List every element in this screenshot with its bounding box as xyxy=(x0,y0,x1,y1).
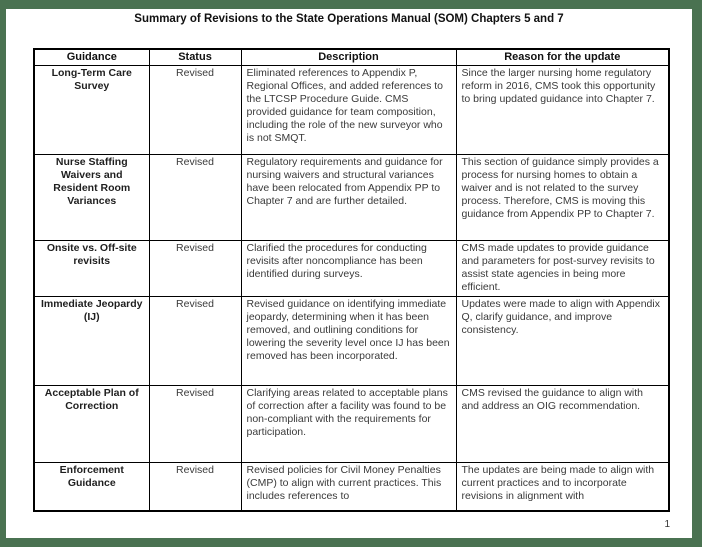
reason-cell: CMS made updates to provide guidance and… xyxy=(455,240,670,297)
reason-cell: Updates were made to align with Appendix… xyxy=(455,296,670,386)
status-cell: Revised xyxy=(148,385,242,463)
guidance-cell: Enforcement Guidance xyxy=(33,462,150,511)
guidance-cell: Onsite vs. Off-site revisits xyxy=(33,240,150,297)
guidance-cell: Immediate Jeopardy (IJ) xyxy=(33,296,150,386)
status-cell: Revised xyxy=(148,154,242,241)
table-row: Enforcement Guidance Revised Revised pol… xyxy=(33,462,670,511)
description-cell: Eliminated references to Appendix P, Reg… xyxy=(240,65,457,155)
revisions-table: Guidance Status Description Reason for t… xyxy=(33,48,670,512)
status-cell: Revised xyxy=(148,65,242,155)
description-cell: Clarifying areas related to acceptable p… xyxy=(240,385,457,463)
description-cell: Regulatory requirements and guidance for… xyxy=(240,154,457,241)
header-guidance: Guidance xyxy=(33,48,150,66)
page-title: Summary of Revisions to the State Operat… xyxy=(134,13,564,25)
table-row: Nurse Staffing Waivers and Resident Room… xyxy=(33,154,670,241)
reason-cell: The updates are being made to align with… xyxy=(455,462,670,511)
status-cell: Revised xyxy=(148,240,242,297)
reason-cell: CMS revised the guidance to align with a… xyxy=(455,385,670,463)
table-row: Long-Term Care Survey Revised Eliminated… xyxy=(33,65,670,155)
status-cell: Revised xyxy=(148,462,242,511)
guidance-cell: Long-Term Care Survey xyxy=(33,65,150,155)
header-reason: Reason for the update xyxy=(455,48,670,66)
page-number: 1 xyxy=(664,519,670,530)
reason-cell: This section of guidance simply provides… xyxy=(455,154,670,241)
status-cell: Revised xyxy=(148,296,242,386)
header-status: Status xyxy=(148,48,242,66)
description-cell: Revised guidance on identifying immediat… xyxy=(240,296,457,386)
table-row: Immediate Jeopardy (IJ) Revised Revised … xyxy=(33,296,670,386)
table-row: Onsite vs. Off-site revisits Revised Cla… xyxy=(33,240,670,297)
description-cell: Clarified the procedures for conducting … xyxy=(240,240,457,297)
table-row: Acceptable Plan of Correction Revised Cl… xyxy=(33,385,670,463)
header-description: Description xyxy=(240,48,457,66)
reason-cell: Since the larger nursing home regulatory… xyxy=(455,65,670,155)
description-cell: Revised policies for Civil Money Penalti… xyxy=(240,462,457,511)
table-header-row: Guidance Status Description Reason for t… xyxy=(33,48,670,66)
guidance-cell: Acceptable Plan of Correction xyxy=(33,385,150,463)
guidance-cell: Nurse Staffing Waivers and Resident Room… xyxy=(33,154,150,241)
